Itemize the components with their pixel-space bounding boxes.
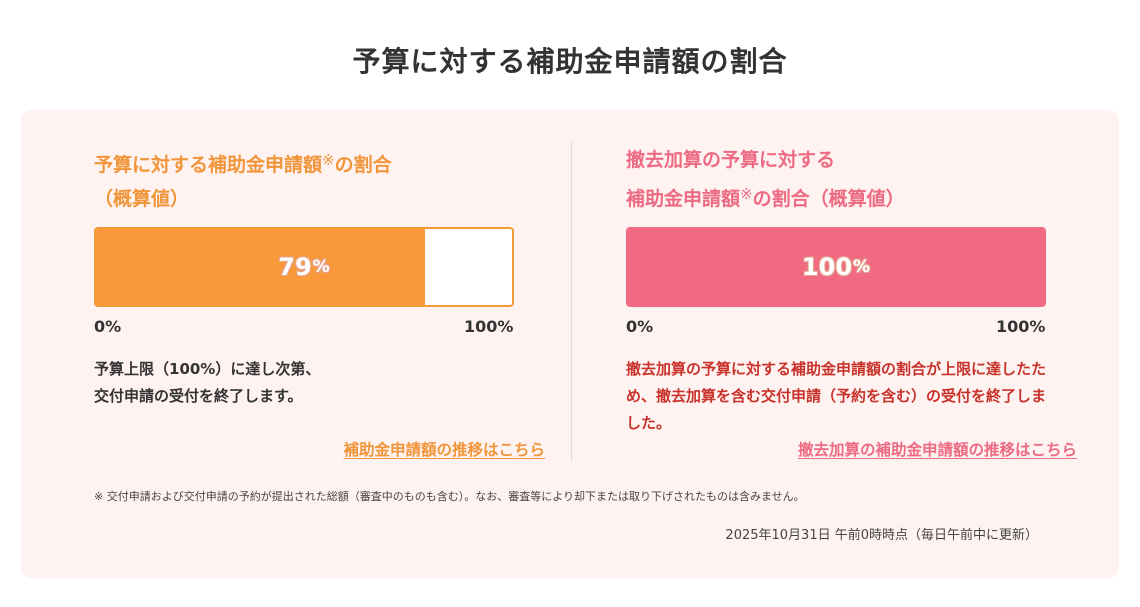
- removal-addition-trend-link[interactable]: 撤去加算の補助金申請額の推移はこちら: [797, 441, 1077, 459]
- left-progress-unit: %: [312, 257, 330, 277]
- left-note-line2: 交付申請の受付を終了します。: [94, 387, 303, 405]
- right-note-line2: め、撤去加算を含む交付申請（予約を含む）の受付を終了しま: [626, 387, 1047, 405]
- footnote: ※ 交付申請および交付申請の予約が提出された総額（審査中のものも含む）。なお、審…: [94, 490, 805, 503]
- left-title-estimate: （概算値）: [94, 188, 190, 210]
- left-note-line1: 予算上限（100%）に達し次第、: [94, 360, 321, 378]
- right-title-suffix: の割合（概算値）: [752, 188, 905, 210]
- right-title-text: 補助金申請額: [626, 188, 741, 210]
- right-progress-fill: [628, 229, 1044, 305]
- right-progress-unit: %: [853, 257, 871, 277]
- right-axis-min: 0%: [626, 317, 654, 336]
- page-title: 予算に対する補助金申請額の割合: [352, 45, 788, 78]
- left-progress-label: 79%: [96, 229, 512, 305]
- right-progress-label: 100%: [628, 229, 1044, 305]
- right-note-line3: した。: [626, 414, 672, 432]
- right-progress-bar: 100%: [626, 227, 1046, 307]
- right-axis-max: 100%: [996, 317, 1046, 336]
- left-progress-bar: 79%: [94, 227, 514, 307]
- subsidy-trend-link[interactable]: 補助金申請額の推移はこちら: [343, 441, 545, 459]
- left-panel-title: 予算に対する補助金申請額※の割合 （概算値）: [94, 143, 392, 216]
- left-progress-value: 79: [278, 253, 312, 281]
- left-note: 予算上限（100%）に達し次第、 交付申請の受付を終了します。: [94, 356, 534, 410]
- left-title-suffix: の割合: [334, 154, 392, 176]
- right-title-line1: 撤去加算の予算に対する: [626, 149, 836, 171]
- left-axis-min: 0%: [94, 317, 122, 336]
- right-note-line1: 撤去加算の予算に対する補助金申請額の割合が上限に達したた: [626, 360, 1047, 378]
- left-title-text: 予算に対する補助金申請額: [94, 154, 323, 176]
- left-progress-fill: [96, 229, 425, 305]
- left-title-footnote-mark: ※: [322, 151, 335, 169]
- ratio-card: [21, 110, 1119, 578]
- right-note: 撤去加算の予算に対する補助金申請額の割合が上限に達したた め、撤去加算を含む交付…: [626, 356, 1078, 437]
- left-axis-max: 100%: [464, 317, 514, 336]
- right-progress-value: 100: [801, 253, 853, 281]
- update-timestamp: 2025年10月31日 午前0時時点（毎日午前中に更新）: [725, 528, 1038, 543]
- panel-divider: [571, 142, 572, 462]
- right-title-footnote-mark: ※: [740, 185, 753, 203]
- right-panel-title: 撤去加算の予算に対する 補助金申請額※の割合（概算値）: [626, 143, 905, 216]
